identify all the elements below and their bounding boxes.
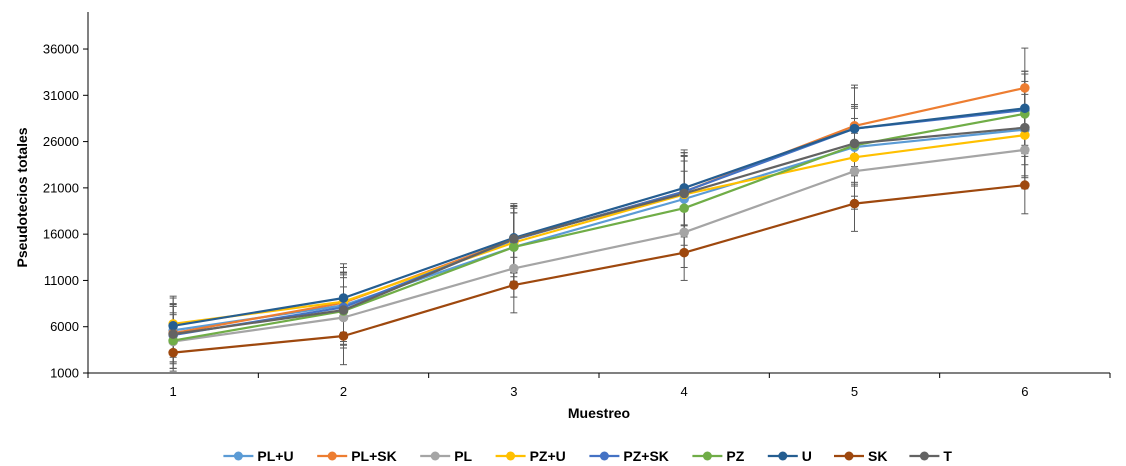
legend-label: T	[943, 448, 952, 464]
legend-swatch-marker	[844, 451, 854, 461]
legend-item-sk: SK	[834, 448, 887, 464]
legend-label: PZ	[726, 448, 744, 464]
y-tick-label: 16000	[43, 227, 79, 242]
series-line-pl	[173, 148, 1025, 343]
point-sk	[1020, 180, 1030, 190]
series-line-t	[173, 126, 1025, 336]
y-axis-title: Pseudotecios totales	[14, 127, 30, 267]
x-tick-label: 5	[851, 384, 858, 399]
point-pz	[679, 203, 689, 214]
point-u	[168, 320, 178, 331]
x-ticks: 1 2 3 4 5 6	[87, 373, 1111, 399]
point-pl	[679, 227, 689, 238]
point-pz	[509, 242, 519, 252]
point-pl	[1020, 145, 1030, 155]
legend-swatch-marker	[430, 451, 440, 461]
y-ticks: 1000 6000 11000 16000 21000 26000 31000 36000	[43, 42, 88, 381]
legend-item-pz-plus-u: PZ+U	[495, 448, 566, 464]
legend-swatch-marker	[327, 451, 337, 461]
error-bars	[169, 47, 1029, 372]
point-u	[338, 293, 349, 303]
legend-item-pl-plus-sk: PL+SK	[317, 448, 397, 464]
point-pz-plus-u	[849, 152, 860, 163]
series-markers	[168, 83, 1030, 358]
y-tick-label: 21000	[43, 180, 79, 195]
point-u	[849, 123, 860, 134]
legend-item-pl: PL	[420, 448, 473, 464]
point-t	[1020, 122, 1030, 133]
legend-swatch-marker	[599, 451, 609, 461]
legend-item-u: U	[767, 448, 812, 464]
point-t	[338, 305, 349, 315]
point-sk	[849, 198, 860, 209]
y-tick-label: 6000	[50, 319, 79, 334]
legend-label: PL	[454, 448, 472, 464]
point-sk	[679, 247, 689, 258]
x-axis-title: Muestreo	[568, 405, 630, 421]
legend-item-pl-plus-u: PL+U	[223, 448, 294, 464]
point-pl-plus-sk	[1020, 83, 1030, 93]
legend-item-pz: PZ	[692, 448, 745, 464]
series-line-pz-plus-u	[173, 134, 1025, 325]
point-pz-plus-u	[1020, 130, 1030, 140]
legend-swatch-marker	[778, 451, 788, 461]
legend-label: U	[802, 448, 812, 464]
point-sk	[509, 280, 519, 290]
y-tick-label: 1000	[50, 366, 79, 381]
point-t	[849, 138, 860, 149]
x-tick-label: 1	[170, 384, 177, 399]
legend-swatch-marker	[506, 451, 516, 461]
legend-label: PL+U	[257, 448, 293, 464]
y-tick-label: 31000	[43, 88, 79, 103]
point-t	[679, 188, 689, 199]
y-tick-label: 11000	[44, 273, 79, 288]
legend-item-t: T	[909, 448, 952, 464]
legend-item-pz-plus-sk: PZ+SK	[589, 448, 669, 464]
y-tick-label: 36000	[43, 42, 79, 57]
legend-label: PL+SK	[351, 448, 397, 464]
x-tick-label: 6	[1021, 384, 1028, 399]
y-tick-label: 26000	[43, 134, 79, 149]
legend: PL+U PL+SK PL PZ+U PZ+SK PZ U SK T	[223, 448, 952, 464]
legend-swatch-marker	[702, 451, 712, 461]
series-lines	[173, 86, 1026, 354]
series-line-u	[173, 107, 1025, 327]
point-sk	[338, 331, 349, 341]
x-tick-label: 3	[510, 384, 517, 399]
legend-label: PZ+SK	[623, 448, 669, 464]
point-sk	[168, 347, 178, 358]
legend-label: PZ+U	[530, 448, 566, 464]
x-tick-label: 2	[340, 384, 347, 399]
legend-label: SK	[868, 448, 887, 464]
point-u	[1020, 103, 1030, 114]
series-line-sk	[173, 184, 1025, 354]
point-t	[168, 329, 178, 339]
point-pl	[509, 263, 519, 274]
point-t	[509, 233, 519, 244]
x-tick-label: 4	[681, 384, 688, 399]
point-pl	[849, 166, 860, 177]
legend-swatch-marker	[919, 451, 929, 461]
legend-swatch-marker	[233, 451, 243, 461]
series-line-pl-plus-u	[173, 128, 1025, 332]
